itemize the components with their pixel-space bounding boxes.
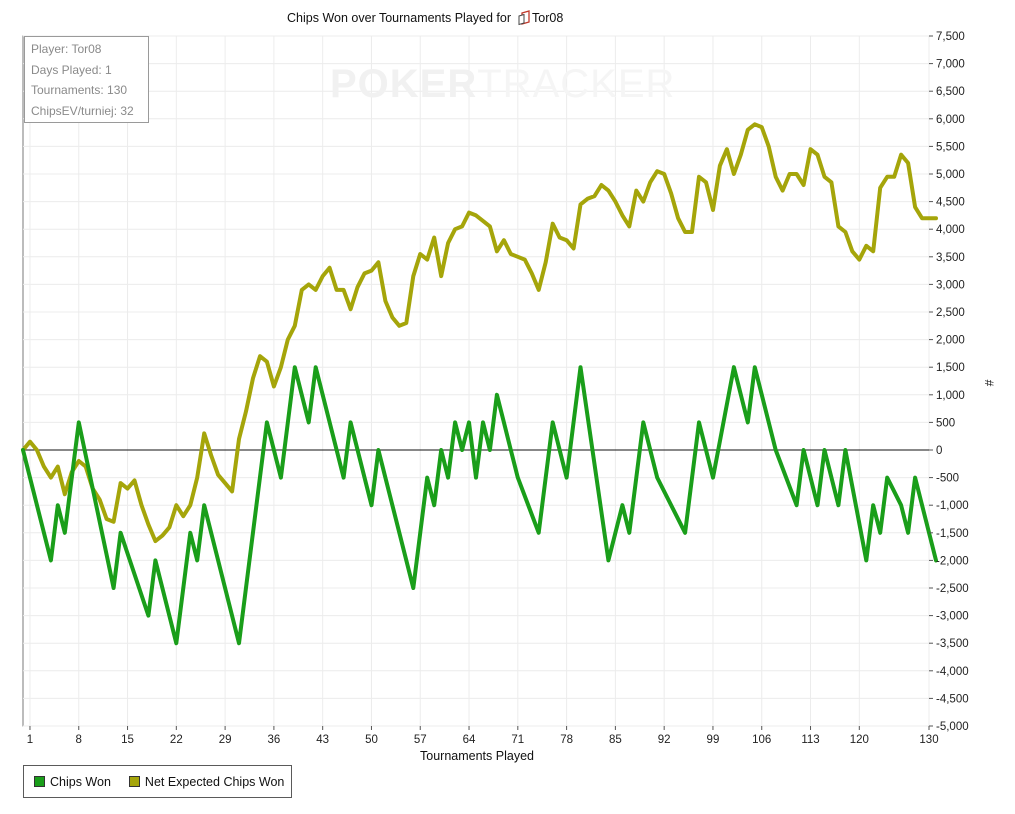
- x-tick-label: 85: [609, 734, 622, 746]
- y-tick-label: -1,500: [936, 528, 969, 540]
- legend-item-chips-won[interactable]: Chips Won: [34, 775, 111, 789]
- x-tick-label: 22: [170, 734, 183, 746]
- x-tick-label: 78: [560, 734, 573, 746]
- y-tick-label: -4,000: [936, 666, 969, 678]
- y-tick-label: 3,000: [936, 279, 965, 291]
- y-tick-label: 1,500: [936, 362, 965, 374]
- y-tick-label: -1,000: [936, 500, 969, 512]
- x-tick-label: 43: [316, 734, 329, 746]
- legend-item-net-expected[interactable]: Net Expected Chips Won: [128, 774, 285, 789]
- grid: [23, 35, 930, 727]
- x-tick-label: 64: [463, 734, 476, 746]
- chart-title-player: Tor08: [532, 11, 563, 25]
- series-line-chips-won: [21, 365, 938, 646]
- watermark-poker: POKER: [330, 62, 478, 106]
- y-tick-label: 2,000: [936, 335, 965, 347]
- y-tick-label: -2,000: [936, 555, 969, 567]
- x-tick-label: 15: [121, 734, 134, 746]
- legend-swatch-net-expected: [128, 776, 140, 787]
- series-lines: [21, 122, 938, 646]
- y-axis: -5,000 -4,500 -4,000 -3,500 -3,000 -2,500 -2,0…: [929, 31, 969, 733]
- x-tick-label: 57: [414, 734, 427, 746]
- y-tick-label: 500: [936, 417, 955, 429]
- y-tick-label: -5,000: [936, 721, 969, 733]
- y-tick-label: 6,000: [936, 114, 965, 126]
- y-tick-label: 0: [936, 445, 942, 457]
- x-tick-label: 92: [658, 734, 671, 746]
- y-tick-label: 4,500: [936, 197, 965, 209]
- x-tick-label: 99: [707, 734, 720, 746]
- card-icon: [518, 10, 530, 26]
- info-tournaments: Tournaments: 130: [31, 83, 128, 97]
- info-days-played: Days Played: 1: [31, 62, 112, 77]
- y-tick-label: 5,500: [936, 141, 965, 153]
- y-axis-label: #: [982, 380, 996, 387]
- legend: Chips Won Net Expected Chips Won: [23, 765, 292, 798]
- x-tick-label: 120: [850, 734, 869, 746]
- legend-label-chips-won: Chips Won: [50, 774, 111, 789]
- y-tick-label: 3,500: [936, 252, 965, 264]
- x-tick-label: 29: [219, 734, 232, 746]
- x-tick-label: 36: [267, 734, 280, 746]
- series-line-net-expected-chips-won: [21, 122, 938, 544]
- y-tick-label: 5,000: [936, 169, 965, 181]
- x-tick-label: 113: [801, 734, 819, 746]
- y-tick-label: 1,000: [936, 390, 965, 402]
- x-tick-label: 130: [919, 734, 938, 746]
- y-tick-label: -3,000: [936, 611, 969, 623]
- legend-label-net-expected: Net Expected Chips Won: [144, 774, 285, 789]
- chart-title: Chips Won over Tournaments Played for: [287, 11, 511, 25]
- x-tick-label: 71: [511, 734, 524, 746]
- plot-area: [22, 35, 930, 727]
- y-tick-label: -2,500: [936, 583, 969, 595]
- legend-swatch-chips-won: [34, 776, 45, 787]
- y-tick-label: 4,000: [936, 224, 965, 236]
- info-player: Player: Tor08: [31, 42, 102, 56]
- y-tick-label: 7,000: [936, 59, 965, 71]
- watermark-tracker: TRACKER: [477, 62, 676, 106]
- x-axis-label: Tournaments Played: [420, 749, 534, 763]
- y-tick-label: -4,500: [936, 693, 969, 705]
- y-tick-label: 2,500: [936, 307, 965, 319]
- y-tick-label: -3,500: [936, 638, 969, 650]
- y-tick-label: 6,500: [936, 86, 965, 98]
- x-axis: 1 8 15 22 29 36 43 50 57 64 71 78 85 92 99 106 113 120 130: [27, 726, 939, 746]
- x-tick-label: 8: [76, 734, 82, 746]
- y-tick-label: 7,500: [936, 31, 965, 43]
- player-info-box: Player: Tor08 Days Played: 1 Tournaments…: [24, 36, 149, 123]
- x-tick-label: 50: [365, 734, 378, 746]
- watermark: POKERTRACKER: [330, 62, 675, 107]
- x-tick-label: 1: [27, 734, 33, 746]
- info-chipsev: ChipsEV/turniej: 32: [31, 103, 134, 118]
- y-tick-label: -500: [936, 473, 959, 485]
- x-tick-label: 106: [752, 734, 771, 746]
